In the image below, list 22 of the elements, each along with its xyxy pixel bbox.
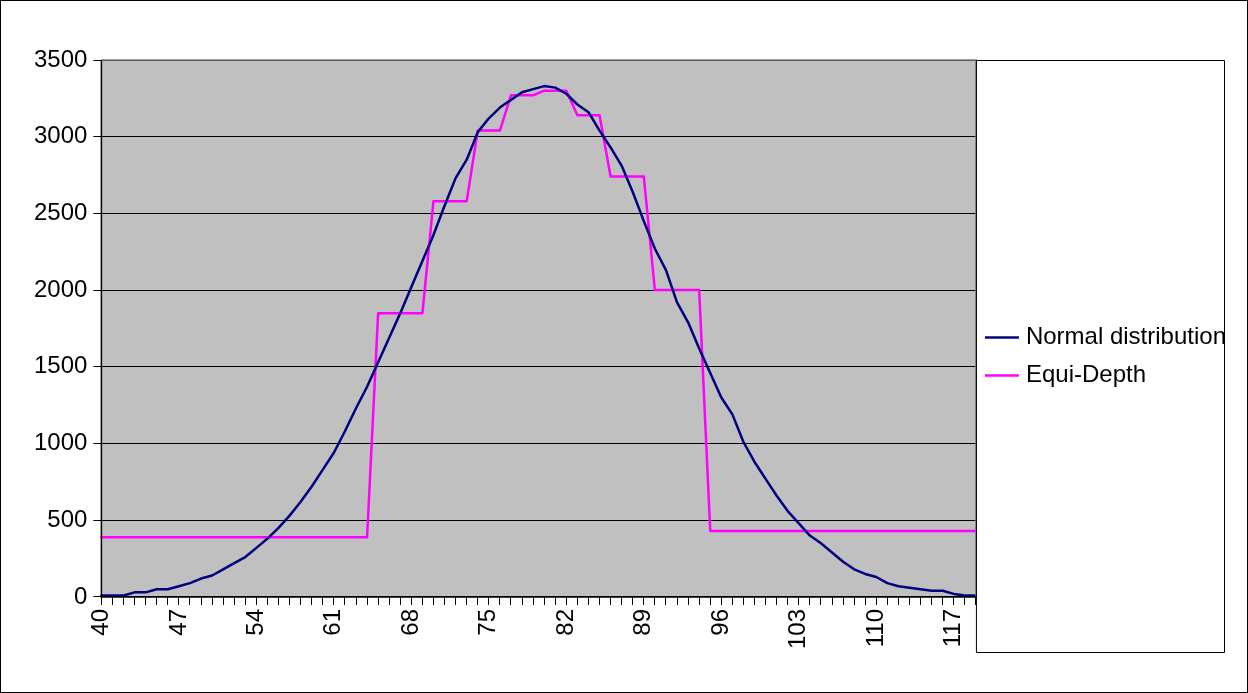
y-tick-label: 500: [47, 504, 88, 532]
x-tick-label: 96: [705, 608, 733, 636]
x-tick-label: 117: [938, 608, 966, 648]
x-tick-label: 75: [473, 608, 501, 636]
x-tick-label: 61: [318, 608, 346, 636]
x-tick-label: 68: [395, 608, 423, 636]
x-tick-label: 40: [86, 608, 114, 636]
x-tick-label: 110: [860, 608, 888, 648]
x-tick-label: 54: [241, 608, 268, 636]
x-tick-label: 47: [163, 608, 191, 636]
legend-label: Normal distribution: [1025, 322, 1226, 350]
y-tick-label: 1000: [34, 428, 88, 456]
y-tick-label: 0: [74, 581, 88, 609]
y-tick-label: 2500: [34, 198, 88, 226]
y-tick-label: 1500: [34, 351, 88, 379]
legend-label: Equi-Depth: [1025, 360, 1146, 388]
y-tick-label: 3000: [34, 121, 88, 149]
x-tick-label: 89: [628, 608, 656, 636]
x-tick-label: 103: [783, 608, 811, 649]
x-tick-label: 82: [550, 608, 578, 636]
y-tick-label: 2000: [34, 274, 88, 302]
y-tick-label: 3500: [34, 44, 88, 72]
